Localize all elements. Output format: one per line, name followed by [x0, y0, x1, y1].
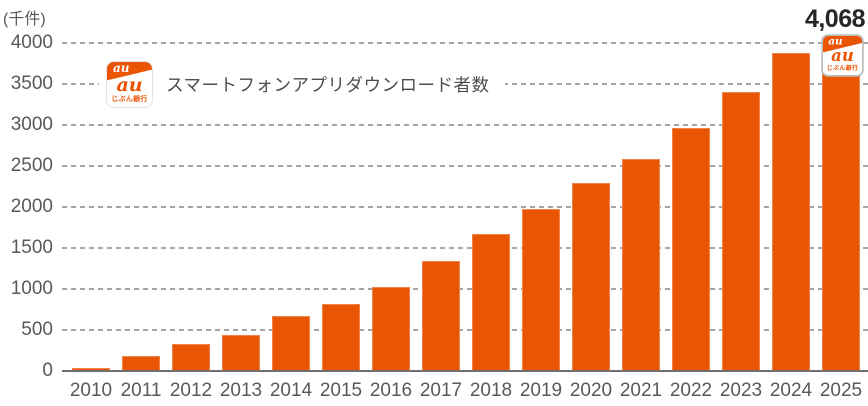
au-jibun-bank-logo: au au じぶん銀行 [107, 61, 152, 107]
y-axis-tick-label: 500 [21, 319, 53, 340]
logo-bank-name: じぶん銀行 [111, 95, 148, 103]
bar-2024 [772, 53, 810, 371]
gridline [62, 247, 868, 249]
x-axis-tick-label: 2016 [369, 380, 413, 401]
x-axis-tick-label: 2023 [719, 380, 763, 401]
x-axis-tick-label: 2015 [319, 380, 363, 401]
gridline [62, 165, 868, 167]
x-axis-tick-label: 2011 [120, 380, 162, 401]
x-axis-tick-label: 2017 [419, 380, 463, 401]
bar-2012 [172, 344, 210, 371]
gridline [62, 42, 868, 44]
gridline [62, 124, 868, 126]
bar-2019 [522, 209, 560, 371]
bar-2017 [422, 261, 460, 371]
bar-2010 [72, 367, 110, 371]
latest-value-label: 4,068 [804, 5, 866, 33]
x-axis-line [62, 370, 868, 372]
logo-brand-text: au [831, 46, 854, 66]
bar-2015 [322, 303, 360, 371]
y-axis-tick-label: 1500 [10, 237, 53, 258]
x-axis-tick-label: 2014 [269, 380, 313, 401]
bar-2025 [822, 37, 860, 371]
logo-bank-name: じぶん銀行 [826, 65, 859, 72]
au-jibun-bank-logo-badge: au au じぶん銀行 [823, 36, 863, 76]
y-axis-tick-label: 1000 [10, 278, 53, 299]
gridline [62, 288, 868, 290]
y-axis-tick-label: 3500 [10, 73, 53, 94]
gridline [62, 329, 868, 331]
x-axis-tick-label: 2021 [619, 380, 663, 401]
bar-2016 [372, 286, 410, 371]
chart-title: スマートフォンアプリダウンロード者数 [166, 74, 490, 95]
y-axis-tick-label: 3000 [10, 114, 53, 135]
x-axis-tick-label: 2013 [219, 380, 263, 401]
y-axis-unit-label: (千件) [3, 11, 46, 28]
bar-2018 [472, 234, 510, 371]
x-axis-tick-label: 2022 [669, 380, 713, 401]
x-axis-tick-label: 2018 [469, 380, 513, 401]
x-axis-tick-label: 2025 [819, 380, 863, 401]
logo-band-brand-text: au [828, 36, 843, 48]
x-axis-tick-label: 2010 [69, 380, 113, 401]
bar-2013 [222, 334, 260, 371]
logo-band-brand-text: au [113, 61, 130, 75]
bar-2014 [272, 316, 310, 371]
chart-title-block: au au じぶん銀行 スマートフォンアプリダウンロード者数 [99, 59, 506, 109]
y-axis-tick-label: 2000 [10, 196, 53, 217]
bar-2023 [722, 92, 760, 371]
gridline [62, 206, 868, 208]
x-axis-tick-label: 2019 [519, 380, 563, 401]
x-axis-tick-label: 2024 [769, 380, 813, 401]
x-axis-tick-label: 2012 [169, 380, 213, 401]
x-axis-tick-label: 2020 [569, 380, 613, 401]
logo-brand-text: au [116, 73, 143, 96]
bar-2021 [622, 159, 660, 371]
bar-2022 [672, 128, 710, 371]
y-axis-tick-label: 4000 [10, 32, 53, 53]
y-axis-tick-label: 2500 [10, 155, 53, 176]
y-axis-tick-label: 0 [42, 360, 53, 381]
bar-2020 [572, 183, 610, 371]
bar-2011 [122, 355, 160, 371]
